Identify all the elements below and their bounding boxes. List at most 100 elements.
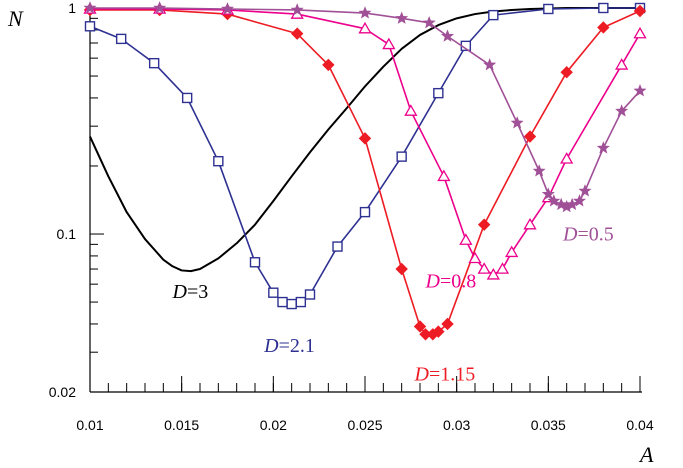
- x-tick-label: 0.035: [531, 417, 566, 433]
- data-point: [422, 15, 436, 29]
- x-tick-label: 0.025: [347, 417, 382, 433]
- curve-label-variable: D: [263, 335, 279, 357]
- data-point: [441, 29, 454, 42]
- data-point: [413, 320, 427, 333]
- data-point: [382, 37, 396, 50]
- x-tick-label: 0.04: [626, 417, 653, 433]
- y-tick-label: 0.1: [57, 226, 77, 242]
- data-point: [578, 184, 592, 197]
- x-tick-label: 0.03: [443, 417, 470, 433]
- series-2: [83, 3, 647, 341]
- data-point: [477, 218, 491, 231]
- data-point: [459, 233, 473, 245]
- y-axis-title: N: [7, 6, 24, 31]
- data-point: [543, 3, 554, 15]
- labels-layer: D=3D=2.1D=1.15D=0.8D=0.5: [172, 224, 614, 386]
- curve-label-value: =0.5: [577, 224, 613, 246]
- data-point: [633, 26, 647, 39]
- data-point: [560, 65, 573, 79]
- data-point: [221, 2, 234, 15]
- curve-label-value: =0.8: [440, 270, 476, 292]
- data-point: [83, 1, 97, 14]
- curve-label-variable: D: [414, 363, 430, 385]
- curve-label-variable: D: [172, 281, 188, 303]
- data-point: [148, 57, 160, 69]
- data-point: [598, 2, 609, 14]
- data-point: [290, 27, 304, 40]
- data-point: [115, 33, 127, 45]
- series-line: [89, 7, 640, 273]
- data-point: [483, 58, 497, 71]
- data-point: [153, 1, 167, 14]
- curve-label-value: =1.15: [429, 363, 475, 385]
- data-point: [488, 9, 499, 21]
- data-point: [332, 241, 343, 252]
- data-point: [523, 130, 537, 143]
- curve-label: D=0.5: [562, 224, 614, 246]
- series-0: [89, 7, 640, 273]
- data-point: [213, 155, 224, 167]
- series-line: [89, 7, 640, 305]
- data-point: [249, 257, 261, 268]
- ticks: 0.01 0.015 0.02 0.025 0.03 0.035 0.04 0.02 0.1 1: [49, 0, 654, 433]
- data-point: [523, 217, 537, 230]
- data-point: [633, 4, 647, 18]
- curve-label-variable: D: [425, 270, 441, 292]
- data-point: [359, 206, 371, 218]
- data-point: [532, 164, 546, 177]
- curve-label: D=1.15: [414, 363, 476, 385]
- curve-label: D=3: [172, 281, 209, 303]
- y-tick-label: 0.02: [49, 384, 76, 400]
- data-point: [597, 21, 610, 34]
- data-point: [322, 58, 335, 72]
- data-point: [358, 6, 372, 19]
- data-point: [547, 194, 561, 207]
- data-point: [477, 262, 491, 274]
- data-point: [541, 187, 555, 200]
- data-point: [510, 116, 524, 129]
- data-point: [395, 11, 409, 24]
- data-point: [615, 104, 629, 117]
- data-point: [358, 21, 372, 34]
- data-point: [486, 267, 500, 280]
- data-point: [633, 84, 647, 97]
- data-point: [565, 197, 579, 211]
- x-tick-label: 0.015: [164, 417, 199, 433]
- curve-label-value: =3: [187, 281, 208, 303]
- data-point: [304, 289, 316, 300]
- y-tick-label: 1: [68, 0, 76, 16]
- series-4: [83, 1, 647, 213]
- curve-label: D=2.1: [263, 335, 315, 357]
- series-layer: [83, 1, 647, 341]
- curve-label-variable: D: [562, 224, 578, 246]
- data-point: [295, 296, 307, 308]
- data-point: [573, 194, 586, 207]
- data-point: [358, 132, 372, 145]
- data-point: [290, 3, 304, 16]
- curve-label: D=0.8: [425, 270, 477, 292]
- data-point: [596, 141, 610, 154]
- data-point: [404, 104, 418, 116]
- data-point: [441, 317, 454, 331]
- data-point: [268, 287, 279, 298]
- data-point: [395, 262, 408, 276]
- curve-label-value: =2.1: [279, 335, 315, 357]
- data-point: [615, 58, 629, 70]
- data-point: [495, 262, 510, 274]
- data-point: [286, 298, 297, 310]
- data-point: [437, 169, 451, 182]
- data-point: [181, 92, 193, 104]
- data-point: [396, 151, 407, 162]
- data-point: [277, 296, 288, 308]
- series-1: [84, 2, 646, 310]
- data-point: [505, 245, 519, 258]
- data-point: [468, 251, 482, 264]
- data-point: [554, 197, 568, 211]
- x-axis-title: A: [638, 442, 654, 467]
- x-tick-label: 0.02: [260, 417, 287, 433]
- data-point: [560, 152, 574, 164]
- data-point: [84, 21, 96, 32]
- x-tick-label: 0.01: [76, 417, 103, 433]
- data-point: [432, 325, 445, 338]
